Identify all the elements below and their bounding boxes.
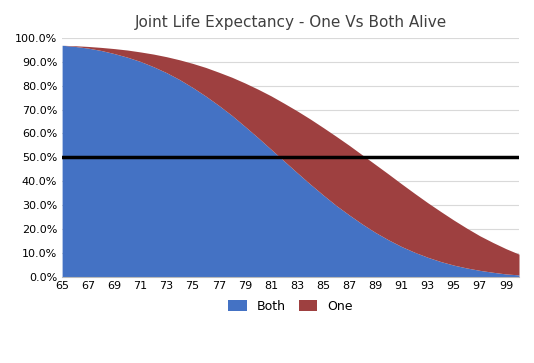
Legend: Both, One: Both, One (223, 295, 358, 318)
Title: Joint Life Expectancy - One Vs Both Alive: Joint Life Expectancy - One Vs Both Aliv… (135, 15, 446, 30)
